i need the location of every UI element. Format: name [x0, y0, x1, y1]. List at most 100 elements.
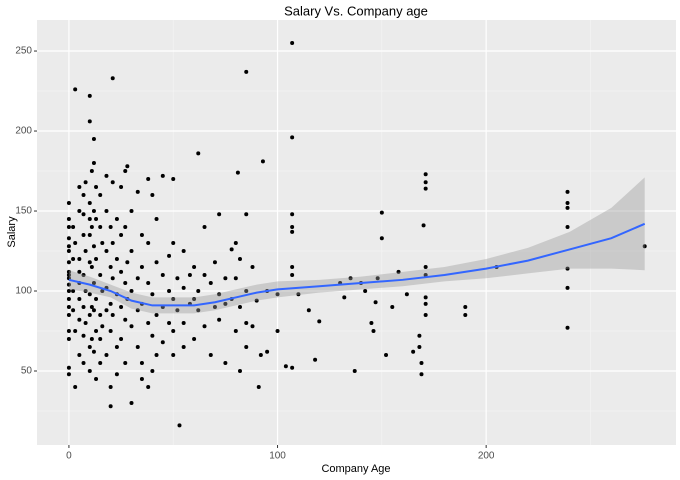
point — [125, 260, 130, 265]
point — [181, 321, 186, 326]
point — [352, 369, 357, 374]
point — [81, 333, 86, 338]
point — [565, 189, 570, 194]
point — [81, 233, 86, 238]
point — [91, 161, 96, 166]
point — [66, 260, 71, 265]
point — [175, 276, 180, 281]
point — [94, 257, 99, 262]
point — [167, 253, 172, 258]
point — [119, 269, 124, 274]
chart-title: Salary Vs. Company age — [284, 3, 428, 18]
point — [66, 289, 71, 294]
point — [223, 276, 228, 281]
point — [283, 364, 288, 369]
point — [244, 289, 249, 294]
point — [77, 269, 82, 274]
point — [235, 170, 240, 175]
point — [89, 225, 94, 230]
point — [154, 217, 159, 222]
y-tick-label: 100 — [15, 286, 32, 297]
point — [87, 93, 92, 98]
point — [139, 361, 144, 366]
point — [104, 308, 109, 313]
point — [290, 225, 295, 230]
point — [233, 329, 238, 334]
point — [71, 257, 76, 262]
point — [129, 209, 134, 214]
point — [390, 305, 395, 310]
point — [87, 217, 92, 222]
point — [66, 337, 71, 342]
point — [104, 353, 109, 358]
point — [419, 361, 424, 366]
point — [129, 401, 134, 406]
point — [135, 345, 140, 350]
point — [123, 225, 128, 230]
point — [379, 236, 384, 241]
point — [87, 345, 92, 350]
y-tick-label: 250 — [15, 46, 32, 57]
point — [217, 212, 222, 217]
point — [565, 266, 570, 271]
point — [154, 313, 159, 318]
point — [81, 193, 86, 198]
point — [66, 269, 71, 274]
point — [77, 317, 82, 322]
point — [91, 209, 96, 214]
point — [83, 249, 88, 254]
point — [290, 265, 295, 270]
point — [290, 273, 295, 278]
point — [250, 265, 255, 270]
point — [160, 173, 165, 178]
point — [94, 185, 99, 190]
point — [290, 41, 295, 46]
point — [411, 349, 416, 354]
point — [66, 313, 71, 318]
point — [379, 210, 384, 215]
point — [94, 377, 99, 382]
point — [66, 244, 71, 249]
point — [104, 173, 109, 178]
point — [244, 345, 249, 350]
point — [202, 324, 207, 329]
point — [89, 265, 94, 270]
point — [73, 87, 78, 92]
point — [89, 169, 94, 174]
point — [66, 273, 71, 278]
point — [89, 305, 94, 310]
point — [423, 295, 428, 300]
point — [87, 260, 92, 265]
point — [371, 329, 376, 334]
point — [119, 305, 124, 310]
point — [114, 217, 119, 222]
point — [129, 289, 134, 294]
point — [77, 209, 82, 214]
point — [565, 225, 570, 230]
point — [77, 185, 82, 190]
point — [110, 241, 115, 246]
point — [98, 361, 103, 366]
point — [150, 193, 155, 198]
point — [373, 300, 378, 305]
point — [66, 329, 71, 334]
point — [463, 313, 468, 318]
point — [119, 185, 124, 190]
point — [419, 372, 424, 377]
point — [233, 241, 238, 246]
point — [423, 301, 428, 306]
point — [275, 292, 280, 297]
point — [87, 292, 92, 297]
point — [135, 276, 140, 281]
point — [160, 273, 165, 278]
point — [94, 217, 99, 222]
point — [100, 241, 105, 246]
x-tick-label: 100 — [269, 451, 286, 462]
point — [342, 295, 347, 300]
point — [91, 349, 96, 354]
point — [81, 273, 86, 278]
point — [244, 321, 249, 326]
point — [212, 260, 217, 265]
y-axis-title: Salary — [6, 216, 18, 248]
point — [565, 201, 570, 206]
